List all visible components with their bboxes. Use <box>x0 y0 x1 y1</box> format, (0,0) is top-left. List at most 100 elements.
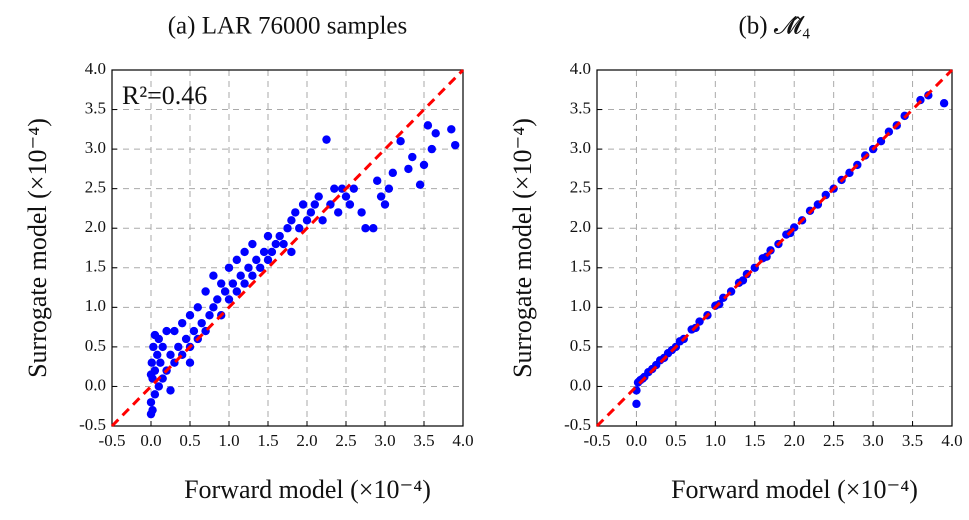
x-tick-label: 2.0 <box>296 431 317 450</box>
point <box>201 287 210 296</box>
point <box>146 398 156 407</box>
point <box>318 216 327 225</box>
point <box>388 168 397 178</box>
point <box>256 263 265 272</box>
point <box>174 342 183 352</box>
point <box>259 247 269 257</box>
point <box>345 200 355 209</box>
point <box>228 279 238 288</box>
point <box>244 263 253 272</box>
point <box>189 326 199 336</box>
point <box>298 200 308 209</box>
x-tick-label: -0.5 <box>584 431 611 450</box>
point <box>232 287 241 296</box>
point <box>376 192 386 201</box>
point <box>380 200 390 209</box>
point <box>213 295 222 304</box>
point <box>447 125 456 134</box>
point <box>240 247 249 257</box>
x-tick-label: 2.5 <box>823 431 844 450</box>
point <box>349 184 358 193</box>
point <box>415 180 425 189</box>
y-tick-label: 4.0 <box>570 59 591 78</box>
point <box>146 370 156 379</box>
point <box>341 192 351 201</box>
point <box>322 135 331 144</box>
y-tick-label: -0.5 <box>79 415 106 434</box>
x-tick-label: 2.0 <box>784 431 805 450</box>
point <box>314 192 323 201</box>
point <box>287 216 296 225</box>
point <box>275 231 284 241</box>
point <box>632 399 641 409</box>
chart-title: (b) 𝓜̂₄ <box>738 13 810 40</box>
y-tick-label: 3.0 <box>570 138 591 157</box>
point <box>248 271 257 280</box>
point <box>408 152 417 162</box>
point <box>423 121 433 130</box>
x-tick-label: 3.5 <box>902 431 923 450</box>
x-tick-label: 0.5 <box>179 431 200 450</box>
y-tick-label: 3.5 <box>570 98 591 117</box>
point <box>156 358 165 367</box>
x-tick-label: 1.0 <box>218 431 239 450</box>
point <box>404 164 413 174</box>
point <box>334 208 343 217</box>
point <box>181 334 191 344</box>
point <box>419 160 429 170</box>
point <box>263 231 273 241</box>
y-tick-label: 2.5 <box>570 178 591 197</box>
y-tick-label: 0.5 <box>570 336 591 355</box>
point <box>396 137 405 146</box>
x-tick-label: 0.0 <box>140 431 161 450</box>
point <box>185 358 195 367</box>
y-tick-label: 1.0 <box>570 296 591 315</box>
point <box>252 255 261 265</box>
point <box>150 390 160 399</box>
x-tick-label: -0.5 <box>99 431 126 450</box>
point <box>148 405 157 415</box>
plot: -0.5 0.0 0.5 1.0 1.5 2.0 2.5 3.0 3.5 4.0 -0.5 0.0 0.… <box>508 13 963 504</box>
point <box>287 247 296 257</box>
x-tick-label: 1.5 <box>744 431 765 450</box>
y-tick-label: 0.5 <box>85 336 106 355</box>
x-tick-label: 0.5 <box>665 431 686 450</box>
point <box>361 224 370 233</box>
x-tick-label: 3.0 <box>862 431 883 450</box>
point <box>267 247 277 257</box>
point <box>357 208 366 217</box>
x-tick-label: 4.0 <box>941 431 962 450</box>
y-tick-label: -0.5 <box>564 415 591 434</box>
x-axis-label: Forward model (×10⁻⁴) <box>671 475 918 504</box>
point <box>220 287 230 296</box>
identity-line <box>110 68 465 428</box>
point <box>166 350 175 359</box>
point <box>431 129 440 138</box>
x-tick-label: 0.0 <box>626 431 647 450</box>
plot: -0.5 0.0 0.5 1.0 1.5 2.0 2.5 3.0 3.5 4.0 -0.5 0.0 0.… <box>23 13 474 504</box>
point <box>263 255 273 265</box>
point <box>209 271 218 280</box>
y-tick-label: 0.0 <box>85 375 106 394</box>
x-tick-label: 1.0 <box>705 431 726 450</box>
y-tick-label: 4.0 <box>85 59 106 78</box>
point <box>224 295 234 304</box>
point <box>369 224 378 233</box>
chart-title: (a) LAR 76000 samples <box>168 13 408 40</box>
point <box>149 342 158 352</box>
annotation: R²=0.46 <box>122 81 207 110</box>
point <box>279 239 288 249</box>
point <box>248 239 257 249</box>
y-tick-label: 3.5 <box>85 98 106 117</box>
y-tick-label: 2.0 <box>85 217 106 236</box>
point <box>271 239 280 249</box>
point <box>427 144 436 154</box>
point <box>197 318 206 328</box>
x-tick-label: 4.0 <box>452 431 473 450</box>
identity-line <box>595 68 954 428</box>
point <box>330 184 339 193</box>
plot-frame <box>596 69 953 427</box>
point <box>236 271 245 280</box>
point <box>158 374 167 383</box>
